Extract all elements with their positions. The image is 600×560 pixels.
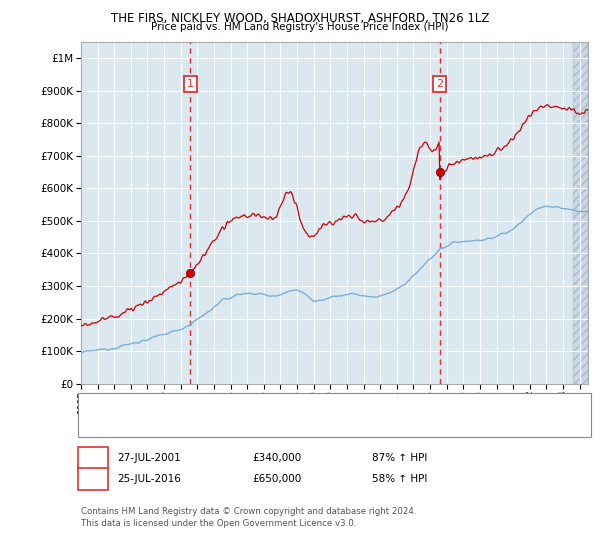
Text: 1: 1 [89,451,97,465]
Text: Price paid vs. HM Land Registry's House Price Index (HPI): Price paid vs. HM Land Registry's House … [151,22,449,32]
Text: Contains HM Land Registry data © Crown copyright and database right 2024.
This d: Contains HM Land Registry data © Crown c… [81,507,416,528]
Text: 27-JUL-2001: 27-JUL-2001 [117,453,181,463]
Text: 1: 1 [187,80,194,89]
Text: 2: 2 [89,472,97,486]
Text: 87% ↑ HPI: 87% ↑ HPI [372,453,427,463]
Text: 2: 2 [436,80,443,89]
Text: 58% ↑ HPI: 58% ↑ HPI [372,474,427,484]
Text: HPI: Average price, detached house, Ashford: HPI: Average price, detached house, Ashf… [125,417,337,426]
Bar [573,42,588,384]
Text: £340,000: £340,000 [252,453,301,463]
Text: THE FIRS, NICKLEY WOOD, SHADOXHURST, ASHFORD, TN26 1LZ: THE FIRS, NICKLEY WOOD, SHADOXHURST, ASH… [111,12,489,25]
Text: £650,000: £650,000 [252,474,301,484]
Text: 25-JUL-2016: 25-JUL-2016 [117,474,181,484]
Text: THE FIRS, NICKLEY WOOD, SHADOXHURST, ASHFORD, TN26 1LZ (detached house): THE FIRS, NICKLEY WOOD, SHADOXHURST, ASH… [125,402,515,411]
